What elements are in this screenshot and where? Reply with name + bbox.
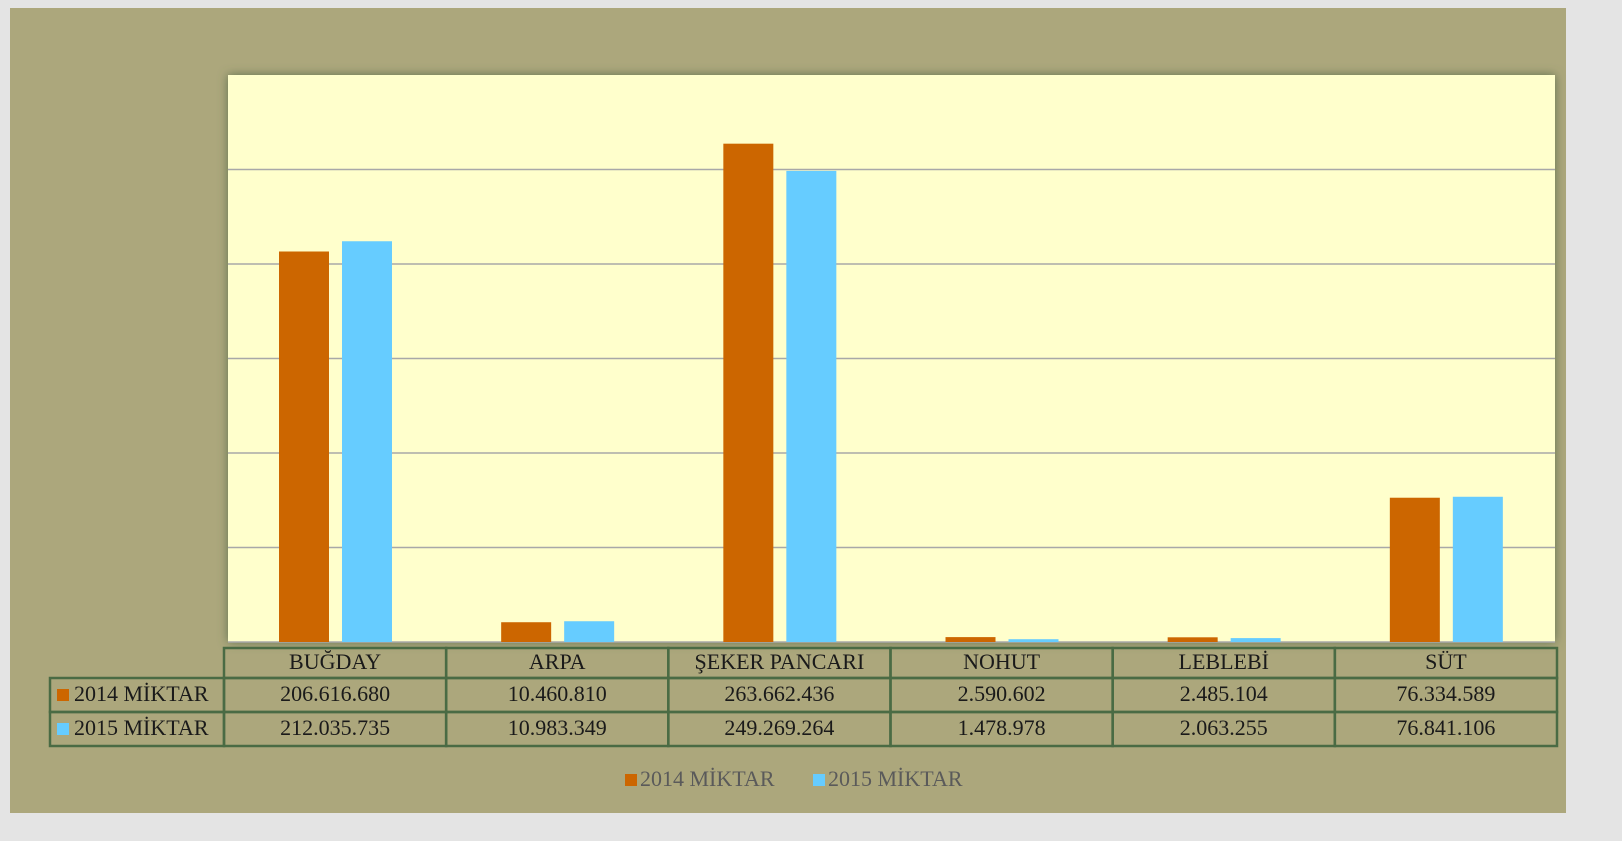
- bar: [1167, 637, 1218, 642]
- data-label: 206.616.680: [280, 681, 390, 706]
- bar: [723, 143, 774, 643]
- data-label: 2.063.255: [1180, 715, 1268, 740]
- x-tick-label: BUĞDAY: [289, 649, 381, 674]
- bar: [1452, 496, 1503, 642]
- bar: [279, 251, 329, 642]
- data-label: 263.662.436: [724, 681, 834, 706]
- bar: [945, 637, 996, 642]
- row-label: 2015 MİKTAR: [74, 715, 209, 740]
- x-tick-label: SÜT: [1425, 649, 1467, 674]
- data-label: 212.035.735: [280, 715, 390, 740]
- table-cell: [1333, 710, 1559, 748]
- data-label: 10.460.810: [508, 681, 607, 706]
- table-cell: [48, 710, 226, 748]
- data-label: 2.590.602: [958, 681, 1046, 706]
- data-label: 76.334.589: [1396, 681, 1495, 706]
- legend-key: [625, 774, 637, 786]
- bar: [1389, 497, 1440, 642]
- data-label: 1.478.978: [958, 715, 1046, 740]
- data-label: 10.983.349: [508, 715, 607, 740]
- data-label: 249.269.264: [724, 715, 834, 740]
- row-label: 2014 MİKTAR: [74, 681, 209, 706]
- legend-key: [57, 689, 69, 701]
- bar: [501, 622, 552, 642]
- x-tick-label: ARPA: [529, 649, 586, 674]
- data-label: 76.841.106: [1396, 715, 1495, 740]
- x-tick-label: LEBLEBİ: [1179, 649, 1269, 674]
- bar: [564, 621, 615, 642]
- legend-label: 2014 MİKTAR: [640, 766, 775, 791]
- bar: [786, 170, 837, 642]
- bar: [342, 241, 392, 643]
- bar: [1008, 639, 1059, 642]
- legend-label: 2015 MİKTAR: [828, 766, 963, 791]
- legend-key: [813, 774, 825, 786]
- bar: [1230, 638, 1281, 642]
- x-tick-label: ŞEKER PANCARI: [695, 649, 865, 674]
- x-tick-label: NOHUT: [963, 649, 1041, 674]
- legend-key: [57, 723, 69, 735]
- data-label: 2.485.104: [1180, 681, 1268, 706]
